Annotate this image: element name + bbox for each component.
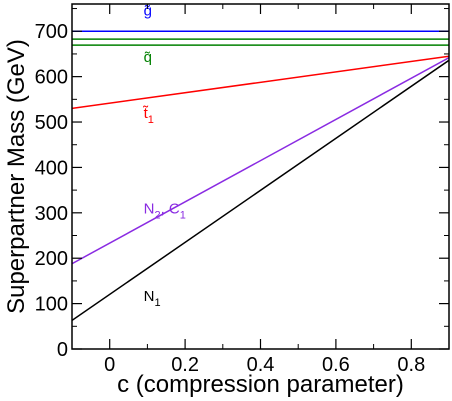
series-label-3: N2, C1 [144, 201, 186, 222]
series-label-2-main: t̃ [142, 105, 149, 122]
series-label-3-subscript: 2 [154, 210, 160, 222]
y-tick-label-6: 600 [35, 67, 68, 89]
series-line-2 [72, 55, 449, 110]
series-label-0: g̃ [144, 2, 152, 19]
x-axis-title: c (compression parameter) [117, 371, 404, 398]
series-label-1-main: q̃ [144, 49, 152, 66]
axes-layer: 0 0.2 0.4 0.6 0.8 0 100 200 300 400 500 600 700 [35, 3, 450, 376]
x-tick-label-4: 0.8 [397, 354, 425, 376]
y-axis-title: Superpartner Mass (GeV) [3, 39, 30, 314]
series-label-2-subscript: 1 [148, 114, 154, 126]
x-tick-label-3: 0.6 [322, 354, 350, 376]
series-label-3-main: N [144, 201, 155, 218]
y-tick-label-3: 300 [35, 203, 68, 225]
series-label-4-subscript: 1 [154, 297, 160, 309]
series-label-1: q̃ [144, 49, 152, 66]
series-line-4 [72, 59, 449, 322]
y-tick-label-7: 700 [35, 21, 68, 43]
x-tick-label-1: 0.2 [171, 354, 199, 376]
x-tick-label-0: 0 [104, 354, 115, 376]
y-tick-label-4: 400 [35, 157, 68, 179]
series-label-4-main: N [144, 288, 155, 305]
series-label-0-main: g̃ [144, 2, 152, 19]
series-line-3 [72, 56, 449, 265]
x-tick-label-2: 0.4 [247, 354, 275, 376]
series-label-3-suffix-subscript: 1 [180, 210, 186, 222]
series-label-3-suffix: , C [161, 201, 180, 218]
series-layer [72, 30, 449, 322]
plot-frame [71, 3, 450, 350]
series-label-2: t̃1 [142, 105, 154, 126]
y-tick-label-0: 0 [57, 339, 68, 361]
y-tick-label-1: 100 [35, 294, 68, 316]
y-tick-label-5: 500 [35, 112, 68, 134]
y-tick-label-2: 200 [35, 248, 68, 270]
series-label-4: N1 [144, 288, 161, 309]
